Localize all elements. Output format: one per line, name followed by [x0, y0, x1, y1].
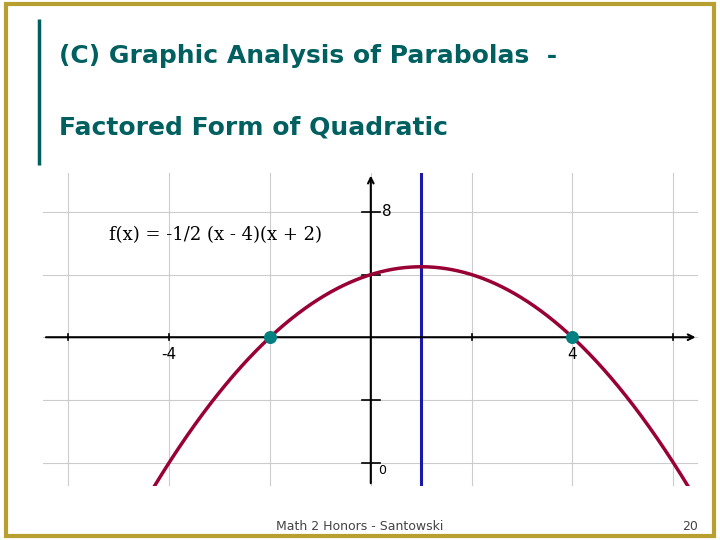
Point	[567, 333, 578, 341]
Text: Factored Form of Quadratic: Factored Form of Quadratic	[59, 116, 448, 139]
Text: 20: 20	[683, 520, 698, 533]
Text: f(x) = -1/2 (x - 4)(x + 2): f(x) = -1/2 (x - 4)(x + 2)	[109, 226, 322, 244]
Text: -4: -4	[161, 347, 177, 362]
Point	[264, 333, 276, 341]
Text: 0: 0	[379, 464, 387, 477]
Text: 8: 8	[382, 205, 392, 219]
Text: 4: 4	[567, 347, 577, 362]
Text: Math 2 Honors - Santowski: Math 2 Honors - Santowski	[276, 520, 444, 533]
Text: (C) Graphic Analysis of Parabolas  -: (C) Graphic Analysis of Parabolas -	[59, 44, 557, 68]
